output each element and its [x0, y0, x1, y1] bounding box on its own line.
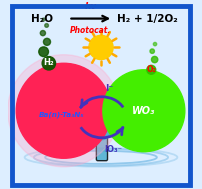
- Text: H₂: H₂: [44, 58, 54, 67]
- Circle shape: [150, 49, 155, 53]
- Circle shape: [99, 117, 105, 123]
- Circle shape: [42, 18, 45, 21]
- Circle shape: [39, 47, 48, 57]
- Circle shape: [16, 63, 111, 158]
- Circle shape: [103, 70, 185, 152]
- FancyBboxPatch shape: [96, 136, 107, 161]
- Text: H₂ + 1/2O₂: H₂ + 1/2O₂: [117, 14, 178, 24]
- Circle shape: [45, 24, 48, 27]
- Circle shape: [94, 123, 110, 140]
- Circle shape: [43, 38, 50, 45]
- Text: O₂: O₂: [147, 65, 157, 74]
- Circle shape: [152, 56, 158, 63]
- Text: Ba(n)-Ta₃N₅: Ba(n)-Ta₃N₅: [39, 111, 85, 118]
- Circle shape: [42, 57, 56, 70]
- Circle shape: [8, 55, 120, 167]
- Text: WO₃: WO₃: [132, 106, 156, 116]
- Circle shape: [147, 65, 156, 74]
- Text: I⁻: I⁻: [105, 84, 114, 93]
- Circle shape: [89, 35, 113, 60]
- Text: H₂O: H₂O: [31, 14, 53, 24]
- Text: Photocat.: Photocat.: [70, 26, 111, 35]
- Text: IO₃⁻: IO₃⁻: [104, 145, 122, 154]
- Circle shape: [40, 30, 45, 36]
- Circle shape: [153, 42, 157, 46]
- Text: hν: hν: [84, 2, 97, 11]
